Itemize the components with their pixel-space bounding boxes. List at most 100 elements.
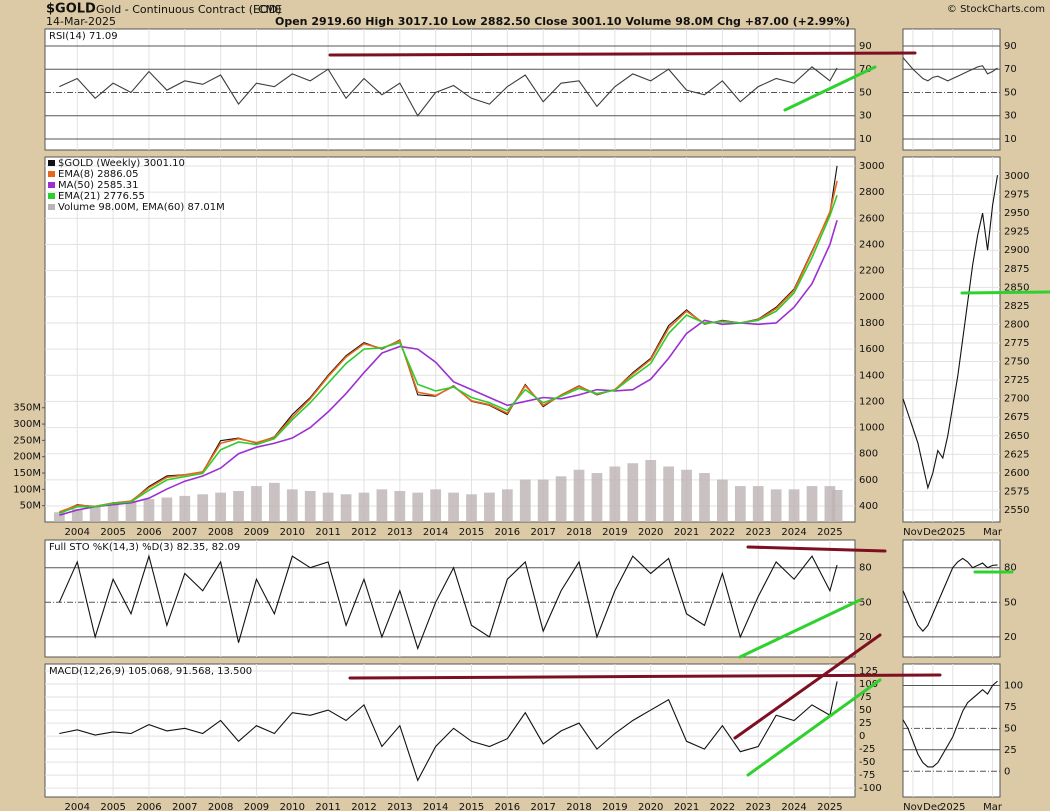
series-line [59, 194, 838, 514]
volume-bar [125, 502, 137, 522]
volume-bar [752, 486, 764, 522]
series-line [902, 175, 999, 490]
x-tick-label: 2013 [387, 527, 412, 538]
volume-bar [340, 494, 352, 522]
volume-bar [215, 492, 226, 522]
y-tick-label: 80 [859, 563, 872, 574]
y-tick-label: 2925 [1004, 227, 1029, 238]
y-tick-label: 125 [859, 666, 878, 677]
series-line [902, 680, 998, 768]
x-tick-label: 2024 [781, 527, 806, 538]
panel-background [902, 663, 1001, 798]
volume-bar [645, 459, 657, 522]
x-tick-label: 2012 [351, 802, 376, 811]
y-tick-label: 2625 [1004, 449, 1029, 460]
y-tick-label: 2750 [1004, 357, 1029, 368]
panel-background [902, 28, 1001, 151]
x-tick-label: 2019 [602, 527, 627, 538]
volume-bar [717, 479, 728, 522]
x-tick-label: 2025 [940, 527, 965, 538]
resistance-line [746, 545, 887, 553]
series-line [58, 554, 838, 651]
y-tick-label: 50 [859, 87, 872, 98]
y-tick-label: 2700 [1004, 394, 1029, 405]
x-tick-label: 2018 [566, 802, 591, 811]
x-tick-label: 2011 [315, 527, 340, 538]
x-tick-label: 2006 [136, 802, 161, 811]
y-tick-label: 2600 [1004, 468, 1029, 479]
y2-tick-label: 100M [13, 484, 41, 495]
legend-swatch [48, 182, 55, 188]
panel-title: MACD(12,26,9) 105.068, 91.568, 13.500 [49, 666, 252, 677]
y2-tick-label: 350M [13, 403, 41, 414]
y-tick-label: 2825 [1004, 301, 1029, 312]
support-line [783, 65, 877, 112]
volume-bar [663, 466, 675, 522]
x-tick-label: Dec [923, 802, 942, 811]
y-tick-label: 30 [859, 111, 872, 122]
y-tick-label: 50 [859, 705, 872, 716]
legend-entry: EMA(21) 2776.55 [58, 191, 145, 202]
x-tick-label: 2016 [495, 527, 520, 538]
volume-bar [699, 473, 710, 522]
y-tick-label: 2575 [1004, 486, 1029, 497]
volume-bar [609, 466, 621, 522]
y-tick-label: 2900 [1004, 245, 1029, 256]
y-tick-label: 75 [859, 692, 872, 703]
y-tick-label: 1600 [859, 344, 884, 355]
volume-bar [197, 494, 209, 522]
volume-bar [322, 492, 334, 522]
y2-tick-label: 150M [13, 468, 41, 479]
volume-bar [89, 505, 101, 522]
x-tick-label: 2021 [674, 527, 699, 538]
volume-bar [466, 494, 477, 522]
x-tick-label: Mar [983, 527, 1003, 538]
volume-bar [824, 486, 836, 522]
y-tick-label: 3000 [1004, 171, 1029, 182]
y-tick-label: 2875 [1004, 264, 1029, 275]
y2-tick-label: 250M [13, 435, 41, 446]
x-tick-label: 2017 [530, 527, 555, 538]
volume-bar [143, 499, 155, 522]
y-tick-label: 50 [1004, 87, 1017, 98]
y-tick-label: 2000 [859, 292, 884, 303]
y-tick-label: 2600 [859, 213, 884, 224]
instrument-name: Gold - Continuous Contract (EOD) [96, 3, 281, 16]
x-tick-label: 2024 [781, 802, 806, 811]
volume-bar [430, 489, 442, 522]
series-line [59, 220, 838, 516]
credit: © StockCharts.com [947, 4, 1045, 15]
x-tick-label: 2022 [710, 527, 735, 538]
panel-background [44, 539, 856, 658]
y-tick-label: 2950 [1004, 208, 1029, 219]
y-tick-label: 1200 [859, 396, 884, 407]
x-tick-label: 2007 [172, 527, 197, 538]
series-line [902, 57, 998, 82]
volume-bar [519, 479, 531, 522]
legend-entry: EMA(8) 2886.05 [58, 169, 138, 180]
y-tick-label: 50 [1004, 723, 1017, 734]
y-tick-label: 70 [1004, 64, 1017, 75]
x-tick-label: 2022 [710, 802, 735, 811]
x-tick-label: Nov [903, 527, 923, 538]
y-tick-label: 400 [859, 501, 878, 512]
legend-swatch [48, 171, 55, 177]
x-tick-label: Mar [983, 802, 1003, 811]
y-tick-label: 2975 [1004, 190, 1029, 201]
series-line [902, 557, 998, 632]
volume-bar [573, 469, 585, 522]
volume-bar [304, 490, 316, 522]
date: 14-Mar-2025 [46, 15, 116, 28]
x-tick-label: 2010 [280, 802, 305, 811]
y-tick-label: 80 [1004, 563, 1017, 574]
y-tick-label: 10 [859, 134, 872, 145]
x-tick-label: 2017 [530, 802, 555, 811]
y-tick-label: 1800 [859, 318, 884, 329]
y-tick-label: 3000 [859, 161, 884, 172]
x-tick-label: 2025 [940, 802, 965, 811]
y-tick-label: -25 [859, 744, 875, 755]
volume-bar [448, 492, 459, 522]
y-tick-label: 2850 [1004, 282, 1029, 293]
x-tick-label: 2021 [674, 802, 699, 811]
